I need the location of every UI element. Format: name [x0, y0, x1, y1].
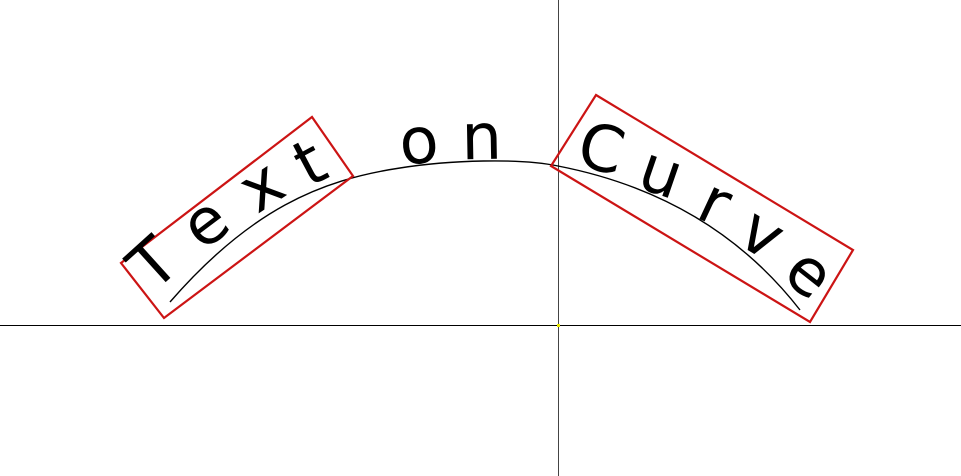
word-on-letter-2: n	[461, 101, 503, 176]
word-curve-letter-2: u	[630, 132, 692, 215]
word-box-curve	[549, 93, 855, 324]
word-text-letter-1: T	[114, 223, 194, 305]
word-text-letter-4: t	[282, 125, 339, 202]
baseline-curve	[169, 160, 801, 311]
word-curve-letter-5: e	[771, 232, 848, 315]
word-text-letter-2: e	[167, 182, 243, 265]
word-curve: C u r v e	[570, 108, 847, 314]
origin-marker	[557, 324, 560, 327]
word-on-letter-1: o	[395, 103, 442, 181]
word-box-text	[119, 115, 355, 320]
word-text-letter-3: x	[226, 145, 298, 228]
word-curve-letter-4: v	[727, 193, 798, 276]
word-text: T e x t	[114, 125, 339, 306]
word-on: o n	[395, 101, 502, 181]
word-curve-letter-3: r	[687, 164, 743, 242]
